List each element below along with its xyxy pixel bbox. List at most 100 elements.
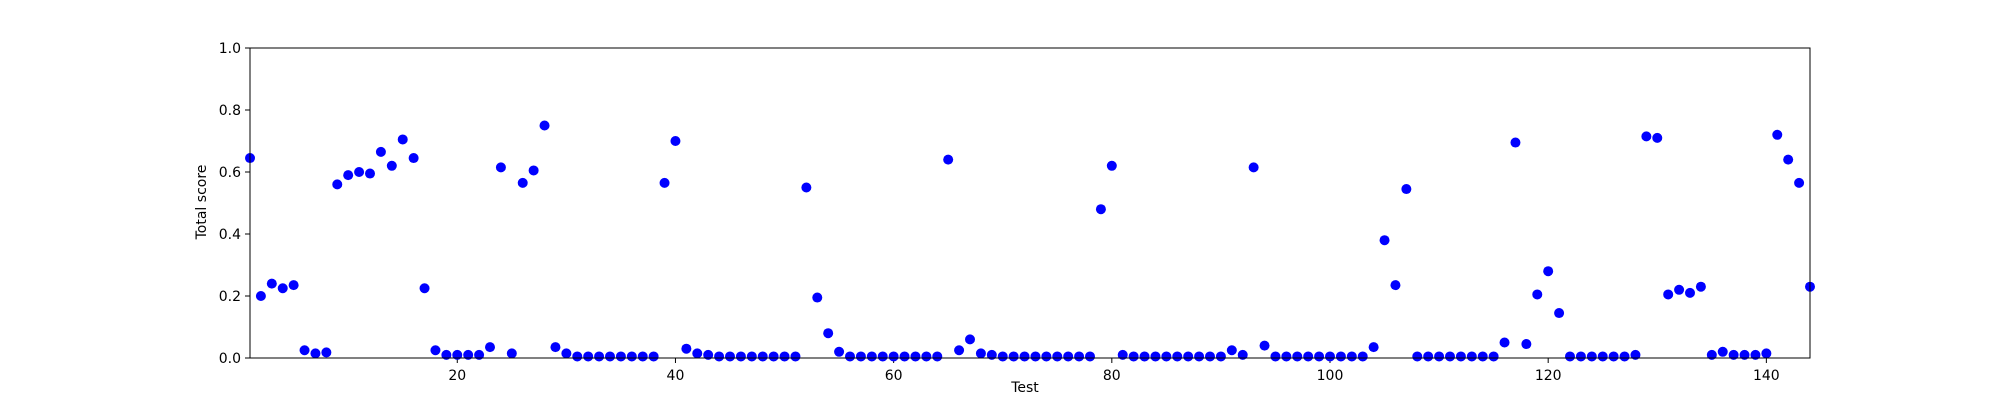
- point: [757, 351, 768, 362]
- point: [1106, 160, 1117, 171]
- point: [1499, 337, 1510, 348]
- point: [430, 345, 441, 356]
- point: [1368, 342, 1379, 353]
- point: [1128, 351, 1139, 362]
- point: [735, 351, 746, 362]
- y-tick-label: 0.2: [219, 289, 241, 305]
- point: [1586, 351, 1597, 362]
- y-tick-label: 0.6: [219, 165, 241, 181]
- point: [288, 280, 299, 291]
- point: [375, 146, 386, 157]
- point: [1423, 351, 1434, 362]
- point: [1117, 349, 1128, 360]
- point: [1663, 289, 1674, 300]
- point: [474, 349, 485, 360]
- point: [1521, 339, 1532, 350]
- point: [365, 168, 375, 179]
- point: [899, 351, 910, 362]
- point: [1608, 351, 1619, 362]
- point: [452, 349, 463, 360]
- point: [1030, 351, 1041, 362]
- point: [1063, 351, 1074, 362]
- point: [583, 351, 594, 362]
- point: [1150, 351, 1161, 362]
- point: [637, 351, 648, 362]
- point: [1303, 351, 1314, 362]
- point: [1434, 351, 1445, 362]
- y-tick-label: 0.0: [219, 351, 241, 367]
- point: [1761, 348, 1772, 359]
- y-tick-label: 0.4: [219, 227, 241, 243]
- point: [888, 351, 899, 362]
- point: [1357, 351, 1368, 362]
- point: [408, 153, 419, 164]
- point: [1259, 340, 1270, 351]
- point: [855, 351, 866, 362]
- point: [1706, 349, 1717, 360]
- point: [997, 351, 1008, 362]
- point: [1281, 351, 1292, 362]
- point: [659, 177, 670, 188]
- point: [834, 346, 845, 357]
- point: [1455, 351, 1466, 362]
- point: [1575, 351, 1586, 362]
- point: [768, 351, 779, 362]
- point: [965, 334, 975, 345]
- point: [1510, 137, 1521, 148]
- point: [866, 351, 877, 362]
- point: [1794, 177, 1805, 188]
- point: [790, 351, 801, 362]
- point: [332, 179, 343, 190]
- point: [463, 349, 474, 360]
- point: [1183, 351, 1194, 362]
- point: [1445, 351, 1455, 362]
- point: [1314, 351, 1325, 362]
- point: [1052, 351, 1063, 362]
- point: [485, 342, 495, 353]
- point: [506, 348, 517, 359]
- x-tick-label: 80: [1103, 368, 1121, 384]
- point: [714, 351, 725, 362]
- point: [648, 351, 659, 362]
- point: [692, 348, 703, 359]
- point: [1205, 351, 1215, 362]
- point: [1674, 284, 1685, 295]
- point: [1532, 289, 1543, 300]
- plot-frame: [249, 47, 1811, 359]
- point: [1728, 349, 1739, 360]
- point: [321, 347, 332, 358]
- point: [1412, 351, 1423, 362]
- point: [354, 167, 365, 177]
- y-tick-label: 0.8: [219, 103, 241, 119]
- point: [1685, 287, 1695, 298]
- point: [801, 182, 812, 193]
- point: [1783, 154, 1794, 165]
- point: [605, 351, 615, 362]
- point: [932, 351, 943, 362]
- point: [495, 162, 506, 173]
- point: [266, 278, 277, 289]
- point: [1248, 162, 1259, 173]
- point: [1095, 204, 1106, 215]
- x-tick-label: 120: [1535, 368, 1562, 384]
- point: [1161, 351, 1172, 362]
- point: [943, 154, 954, 165]
- point: [1270, 351, 1281, 362]
- point: [1750, 349, 1761, 360]
- point: [703, 349, 714, 360]
- point: [812, 292, 823, 303]
- point: [1226, 345, 1237, 356]
- x-tick-label: 20: [448, 368, 466, 384]
- point: [986, 349, 997, 360]
- point: [1401, 184, 1412, 195]
- point: [1619, 351, 1630, 362]
- x-tick-label: 100: [1317, 368, 1344, 384]
- point: [1630, 349, 1641, 360]
- point: [561, 348, 572, 359]
- point: [441, 349, 452, 360]
- point: [539, 120, 550, 131]
- point: [517, 177, 528, 188]
- point: [1172, 351, 1183, 362]
- point: [1292, 351, 1303, 362]
